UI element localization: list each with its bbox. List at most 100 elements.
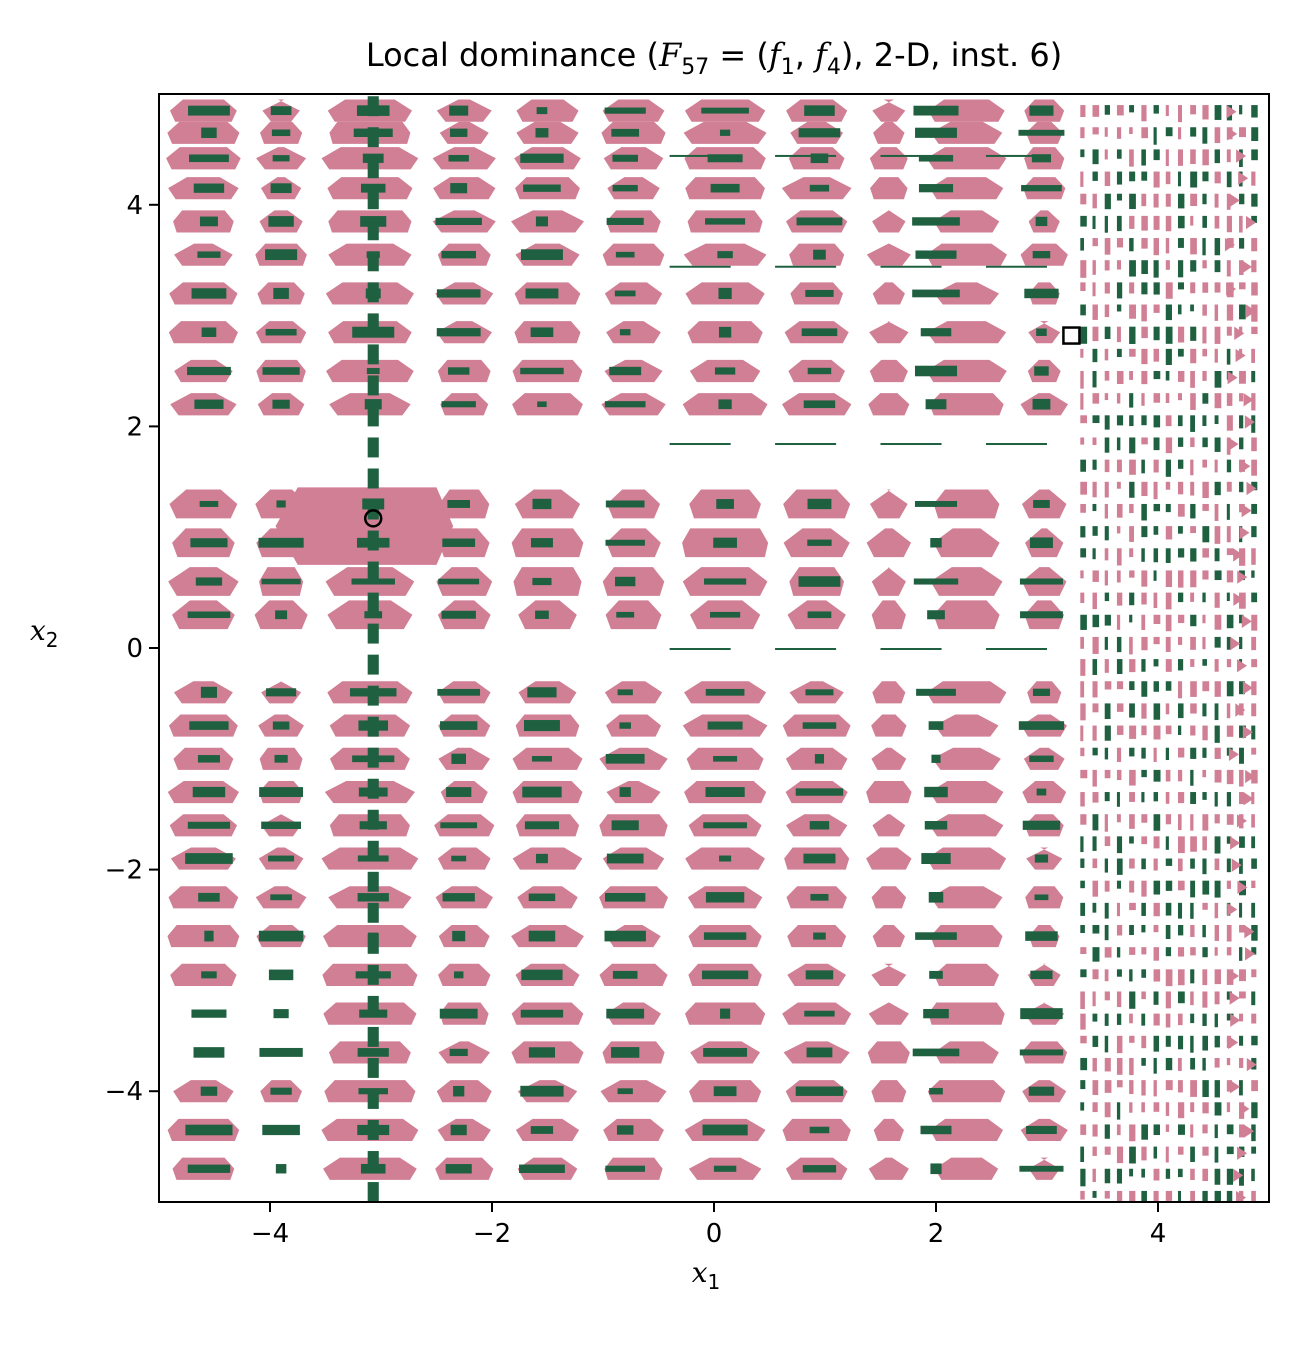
- x-tick-label: −4: [251, 1219, 289, 1249]
- optimum-column-dash: [367, 840, 379, 861]
- fine-column-mark: [1141, 282, 1148, 295]
- fine-column-mark: [1177, 171, 1181, 187]
- fine-column-mark: [1177, 880, 1185, 891]
- fine-column-mark: [1251, 659, 1258, 668]
- fine-column-mark: [1214, 1124, 1218, 1139]
- optimum-segment: [357, 1048, 389, 1057]
- fine-column-mark: [1202, 105, 1209, 120]
- optimum-segment: [1032, 251, 1051, 259]
- optimum-segment: [707, 154, 743, 163]
- optimum-column-dash: [367, 375, 379, 396]
- region-cell: [928, 1002, 1005, 1025]
- fine-column-mark: [1092, 1124, 1098, 1137]
- fine-column-mark: [1239, 548, 1246, 566]
- fine-column-mark: [1177, 1124, 1185, 1135]
- fine-column-mark: [1202, 1035, 1208, 1051]
- fine-column-mark: [1129, 1035, 1135, 1043]
- optimum-segment: [193, 183, 225, 193]
- fine-column-mark: [1190, 592, 1195, 602]
- region-cell: [606, 780, 661, 804]
- region-cell: [867, 1041, 910, 1064]
- fine-column-mark: [1092, 969, 1099, 980]
- fine-column-mark: [1190, 659, 1195, 667]
- optimum-line: [880, 443, 942, 446]
- fine-column-mark: [1116, 1013, 1122, 1025]
- fine-column-mark: [1104, 260, 1110, 271]
- fine-column-mark: [1239, 282, 1246, 290]
- fine-column-mark: [1080, 105, 1086, 117]
- optimum-segment: [449, 105, 469, 116]
- fine-column-mark: [1116, 814, 1121, 823]
- fine-column-mark: [1153, 570, 1157, 581]
- fine-column-mark: [1165, 193, 1171, 207]
- region-cell: [866, 243, 911, 266]
- fine-column-mark: [1080, 348, 1084, 358]
- optimum-segment: [450, 183, 468, 194]
- fine-column-mark: [1153, 415, 1161, 428]
- fine-column-mark: [1153, 282, 1160, 295]
- fine-column-mark: [1177, 836, 1185, 854]
- optimum-segment: [928, 721, 944, 730]
- fine-column-mark: [1141, 1168, 1145, 1178]
- circle-marker: [363, 509, 383, 528]
- fine-triangle-mark: [1237, 1146, 1248, 1160]
- optimum-segment: [450, 1124, 467, 1136]
- fine-column-mark: [1141, 215, 1148, 231]
- fine-column-mark: [1190, 814, 1194, 831]
- optimum-segment: [807, 539, 832, 546]
- optimum-segment: [614, 290, 636, 297]
- optimum-segment: [438, 578, 480, 585]
- optimum-segment: [802, 722, 837, 729]
- fine-column-mark: [1080, 681, 1085, 698]
- optimum-column-dash: [367, 933, 379, 954]
- fine-column-mark: [1080, 614, 1087, 630]
- y-tick-label: 2: [126, 412, 143, 442]
- fine-column-mark: [1141, 437, 1148, 445]
- fine-column-mark: [1092, 1013, 1098, 1022]
- region-cell: [934, 1157, 999, 1180]
- fine-column-mark: [1214, 1190, 1221, 1202]
- optimum-segments: [185, 96, 1065, 1202]
- optimum-segment: [1034, 366, 1049, 376]
- optimum-segment: [197, 251, 221, 258]
- fine-column-mark: [1251, 415, 1256, 433]
- fine-column-mark: [1251, 1080, 1258, 1092]
- fine-column-mark: [1202, 792, 1207, 800]
- optimum-segment: [719, 129, 731, 136]
- fine-column-mark: [1092, 792, 1099, 803]
- optimum-segment: [535, 610, 549, 619]
- fine-column-mark: [1202, 991, 1208, 1008]
- fine-column-mark: [1153, 836, 1160, 849]
- optimum-segment: [199, 216, 218, 227]
- region-cell: [870, 177, 908, 200]
- fine-column-mark: [1153, 371, 1161, 380]
- fine-column-mark: [1080, 880, 1085, 889]
- fine-column-mark: [1141, 1124, 1148, 1140]
- optimum-segment: [619, 722, 631, 729]
- fine-column-mark: [1129, 947, 1136, 955]
- optimum-segment: [720, 1008, 731, 1019]
- fine-column-mark: [1165, 1035, 1171, 1047]
- fine-column-mark: [1214, 792, 1218, 807]
- fine-column-mark: [1080, 636, 1085, 649]
- optimum-segment: [604, 107, 646, 114]
- fine-column-mark: [1104, 814, 1108, 832]
- fine-column-mark: [1177, 215, 1185, 229]
- optimum-segment: [809, 1126, 830, 1134]
- optimum-segment: [921, 853, 951, 864]
- region-cell: [873, 1118, 904, 1142]
- fine-column-mark: [1104, 703, 1111, 720]
- fine-column-mark: [1080, 592, 1085, 603]
- fine-column-mark: [1141, 393, 1145, 406]
- fine-column-mark: [1080, 1013, 1086, 1030]
- fine-column-mark: [1214, 880, 1221, 898]
- region-cell: [934, 1041, 999, 1064]
- optimum-segment: [915, 250, 957, 259]
- optimum-segment: [612, 970, 638, 979]
- x-axis-ticks: −4 −2 0 2 4: [251, 1202, 1166, 1249]
- optimum-segment: [1034, 854, 1049, 863]
- fine-column-mark: [1226, 215, 1232, 233]
- optimum-segment: [197, 755, 220, 763]
- optimum-segment: [442, 893, 475, 902]
- fine-column-mark: [1251, 902, 1256, 918]
